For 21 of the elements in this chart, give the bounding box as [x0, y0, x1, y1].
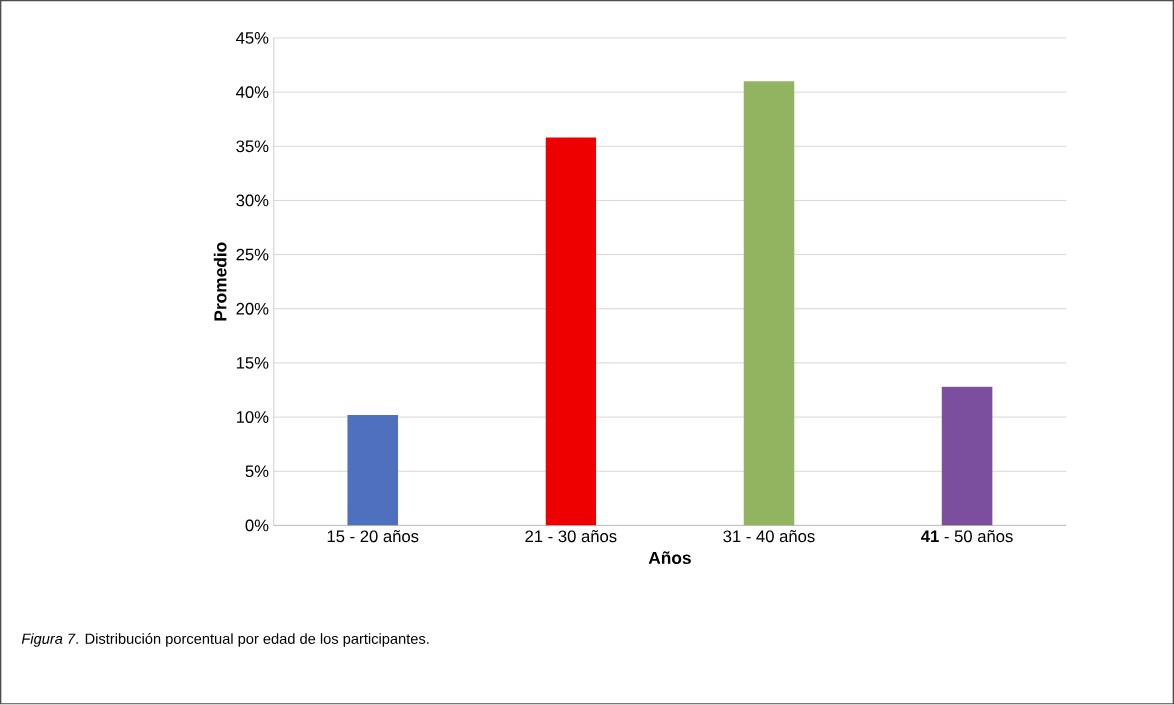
x-tick-label: 21 - 30 años [525, 530, 617, 543]
bar [347, 415, 399, 526]
bar [941, 386, 993, 526]
y-tick-label: 5% [245, 465, 269, 478]
y-tick-label: 10% [236, 411, 269, 424]
text: Figura 7. Distribución porcentual por edad de los participantes. [21, 633, 429, 648]
y-tick-label: 0% [245, 519, 269, 532]
y-tick-label: 25% [236, 248, 269, 261]
x-tick-label: 41 - 50 años [921, 530, 1013, 543]
x-tick-label: 15 - 20 años [327, 530, 419, 543]
y-tick-label: 20% [236, 303, 269, 315]
y-axis-title: Promedio [213, 242, 227, 321]
y-tick-label: 40% [236, 86, 269, 99]
y-tick-label: 35% [236, 140, 269, 153]
x-tick-label: 31 - 40 años [723, 530, 815, 543]
y-tick-label: 15% [236, 357, 269, 369]
bar [743, 81, 795, 526]
y-tick-label: 30% [236, 194, 269, 207]
x-axis-title: Años [648, 551, 691, 565]
y-tick-label: 45% [236, 32, 269, 45]
bar [545, 137, 597, 526]
